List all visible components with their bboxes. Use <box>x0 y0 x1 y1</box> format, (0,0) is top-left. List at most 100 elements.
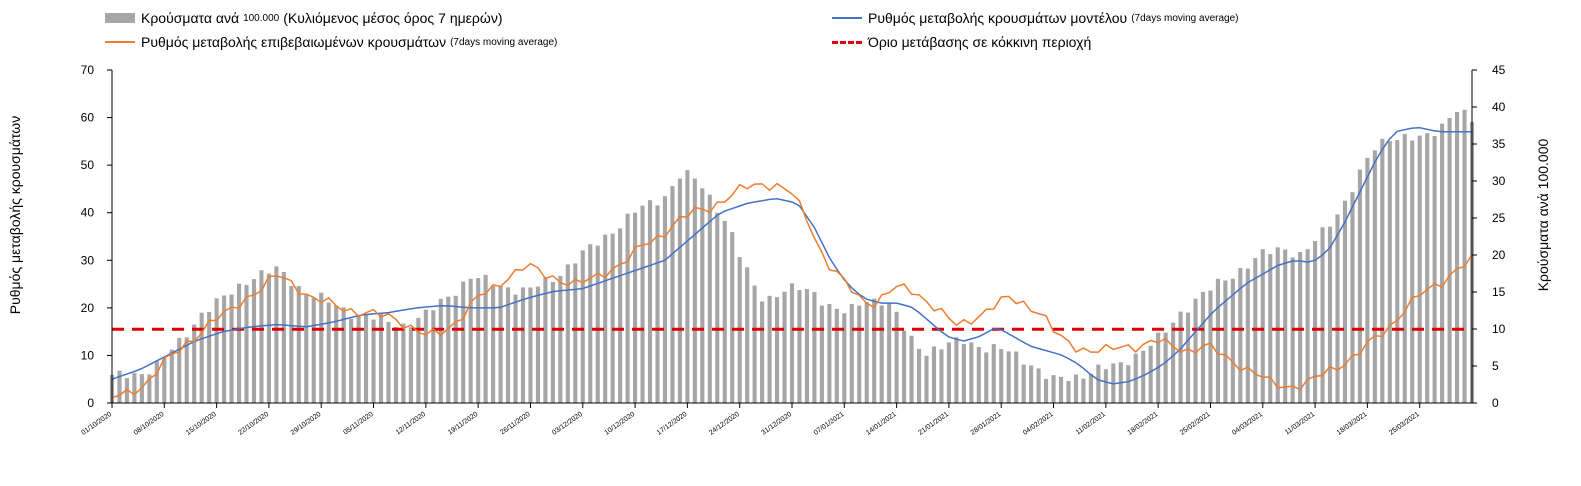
y-axis-right-title: Κρούσματα ανά 100.000 <box>1535 139 1551 292</box>
bar <box>356 314 361 403</box>
bar <box>1260 249 1265 403</box>
bar <box>222 295 227 403</box>
bar <box>483 274 488 403</box>
bar <box>887 302 892 403</box>
bar <box>207 312 212 403</box>
bar <box>647 200 653 403</box>
bar <box>775 297 780 403</box>
x-tick-label: 26/11/2020 <box>499 411 531 437</box>
legend-confirmed-swatch <box>105 41 135 43</box>
bar <box>789 283 795 403</box>
legend-confirmed-sub: (7days moving average) <box>450 36 558 48</box>
legend-model-swatch <box>832 17 862 19</box>
bar <box>580 250 585 403</box>
bar <box>1223 280 1228 403</box>
bar <box>289 286 294 403</box>
bar <box>655 205 660 403</box>
bar <box>319 292 324 403</box>
x-tick-label: 22/10/2020 <box>237 411 270 437</box>
bar <box>1305 249 1310 403</box>
bar <box>1044 378 1049 403</box>
bar <box>446 296 451 403</box>
bar <box>1096 364 1101 403</box>
x-tick-label: 12/11/2020 <box>395 411 427 437</box>
bar <box>214 298 219 403</box>
legend-confirmed: Ρυθμός μεταβολής επιβεβαιωμένων κρουσμάτ… <box>105 34 557 50</box>
bar <box>595 245 600 403</box>
bar <box>423 309 428 403</box>
y-tick-label-right: 0 <box>1492 396 1499 410</box>
y-tick-label-left: 0 <box>87 396 94 410</box>
bar <box>797 290 802 403</box>
x-tick-label: 18/03/2021 <box>1336 411 1369 437</box>
y-tick-label-left: 10 <box>81 348 95 362</box>
bar <box>1058 376 1064 403</box>
bar <box>498 285 503 403</box>
y-tick-label-right: 5 <box>1492 359 1499 373</box>
x-tick-label: 11/03/2021 <box>1284 411 1316 437</box>
bar <box>1462 109 1467 403</box>
bar <box>401 323 406 403</box>
bar <box>827 303 832 403</box>
bar <box>505 287 511 403</box>
bar <box>311 297 316 403</box>
bar <box>1380 138 1385 403</box>
bar <box>692 178 697 403</box>
bar <box>879 305 884 403</box>
bar <box>946 342 951 403</box>
y-tick-label-left: 70 <box>81 63 95 77</box>
legend-bars-swatch <box>105 13 135 23</box>
bar <box>117 370 122 403</box>
bar <box>939 349 944 403</box>
bar <box>819 305 824 403</box>
bar <box>1327 226 1333 403</box>
y-tick-label-right: 30 <box>1492 174 1506 188</box>
x-tick-label: 10/12/2020 <box>604 411 637 437</box>
legend-confirmed-label: Ρυθμός μεταβολής επιβεβαιωμένων κρουσμάτ… <box>141 34 447 50</box>
legend-threshold-label: Όριο μετάβασης σε κόκκινη περιοχή <box>868 34 1092 50</box>
bar <box>1036 368 1041 403</box>
confirmed-series <box>111 182 1473 399</box>
bar <box>251 279 257 403</box>
bar <box>894 311 899 403</box>
bar <box>1372 150 1377 403</box>
bar <box>991 344 996 403</box>
bar <box>707 194 712 403</box>
bar <box>767 295 772 403</box>
bar <box>1335 214 1340 403</box>
bar <box>618 228 623 403</box>
bar <box>1357 169 1362 403</box>
bar <box>842 313 847 403</box>
bar <box>1238 268 1243 403</box>
bar <box>169 349 174 403</box>
x-tick-label: 28/01/2021 <box>970 411 1003 437</box>
x-tick-label: 18/02/2021 <box>1127 411 1160 437</box>
x-tick-label: 01/10/2020 <box>80 411 113 437</box>
bar <box>1268 254 1273 403</box>
bar <box>670 186 675 403</box>
bar <box>1006 351 1011 403</box>
bar <box>431 310 436 403</box>
bar <box>326 302 331 403</box>
bar <box>1320 227 1325 403</box>
bar <box>961 344 966 403</box>
bar <box>274 266 279 403</box>
bar <box>416 317 421 403</box>
bar <box>520 287 526 403</box>
bar <box>625 213 630 403</box>
bar <box>812 291 817 403</box>
bar <box>438 298 443 403</box>
bar <box>969 342 974 403</box>
y-tick-label-right: 40 <box>1492 100 1506 114</box>
bar <box>513 294 518 403</box>
bar <box>491 285 496 403</box>
bar <box>909 335 914 403</box>
bar <box>1313 241 1318 403</box>
bar <box>685 170 690 403</box>
x-tick-label: 04/03/2021 <box>1231 411 1264 437</box>
legend-bars-rest: (Κυλιόμενος μέσος όρος <box>283 10 435 26</box>
bar <box>999 349 1004 403</box>
y-tick-label-left: 50 <box>81 158 95 172</box>
bar <box>916 348 922 403</box>
